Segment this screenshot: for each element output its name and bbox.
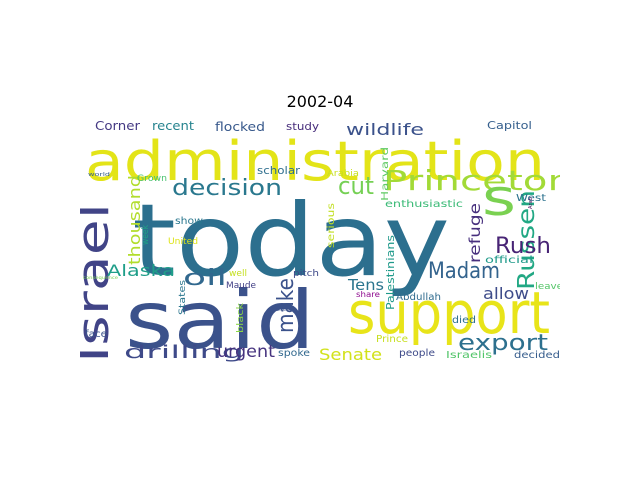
cloud-word-arab: Arab [528, 197, 534, 209]
cloud-word-official: official [485, 255, 533, 266]
cloud-word-s: s [482, 169, 516, 227]
cloud-word-enthusiastic: enthusiastic [385, 199, 463, 210]
cloud-word-harvard: Harvard [380, 147, 391, 201]
cloud-word-wildlife: wildlife [346, 120, 424, 139]
cloud-word-rush: Rush [495, 234, 551, 259]
cloud-word-arabia: Arabia [327, 169, 359, 179]
cloud-word-allow: allow [483, 284, 529, 303]
cloud-word-make: make [274, 278, 299, 333]
cloud-word-pitch: pitch [293, 269, 319, 279]
cloud-word-united: United [168, 237, 198, 247]
cloud-word-share: share [356, 290, 380, 299]
cloud-word-states: States [178, 280, 188, 315]
cloud-word-died: died [452, 315, 476, 326]
cloud-word-drilling: drilling [124, 342, 244, 363]
cloud-word-israelis: Israelis [446, 350, 492, 361]
cloud-word-israel: Israel [80, 203, 119, 363]
cloud-word-abdullah: Abdullah [396, 292, 441, 303]
cloud-word-capitol: Capitol [487, 119, 532, 132]
cloud-word-serious: serious [326, 203, 337, 248]
cloud-word-today: today [132, 182, 450, 299]
cloud-word-study: study [286, 120, 320, 133]
cloud-word-madam: Madam [428, 259, 500, 284]
cloud-word-spoke: spoke [278, 348, 310, 359]
cloud-word-princeton: Princeton [383, 164, 560, 197]
cloud-word-corner: Corner [95, 119, 140, 133]
cloud-word-oil: oil [183, 266, 227, 291]
cloud-word-face: face [85, 329, 107, 340]
cloud-word-grown: Grown [137, 174, 167, 184]
cloud-word-black: black [236, 302, 246, 333]
cloud-word-urgent: urgent [217, 342, 275, 362]
cloud-word-decided: decided [514, 350, 560, 361]
cloud-word-tens: Tens [347, 276, 384, 294]
cloud-word-export: export [458, 331, 548, 356]
cloud-word-world: world [88, 172, 110, 178]
cloud-word-alaska: Alaska [107, 261, 175, 280]
cloud-word-recent: recent [152, 119, 194, 133]
cloud-word-people: people [399, 348, 435, 359]
cloud-word-thousand: thousand [125, 175, 144, 265]
cloud-word-support: support [348, 279, 550, 347]
cloud-word-senate: Senate [319, 345, 382, 364]
chart-title: 2002-04 [286, 92, 354, 111]
cloud-word-refuge: refuge [466, 203, 484, 263]
cloud-word-temper: temper [86, 352, 109, 358]
cloud-word-flocked: flocked [215, 120, 265, 134]
cloud-word-one: one [276, 307, 286, 313]
cloud-word-consequence: consequence [83, 275, 119, 280]
cloud-word-west: West [516, 193, 546, 204]
cloud-word-palestinians: Palestinians [384, 235, 397, 310]
cloud-word-show: show [175, 216, 203, 227]
cloud-word-well: well [229, 269, 247, 279]
cloud-word-russen: Russen [514, 190, 540, 290]
cloud-word-week: week [141, 224, 151, 245]
cloud-word-prince: Prince [376, 334, 408, 345]
cloud-word-cut: cut [338, 172, 374, 200]
cloud-word-said: said [125, 274, 315, 365]
cloud-word-scholar: scholar [257, 164, 301, 177]
cloud-word-decision: decision [172, 176, 282, 201]
cloud-word-administration: administration [85, 130, 545, 193]
cloud-word-leave: leave [535, 282, 560, 292]
cloud-word-maude: Maude [226, 281, 256, 291]
